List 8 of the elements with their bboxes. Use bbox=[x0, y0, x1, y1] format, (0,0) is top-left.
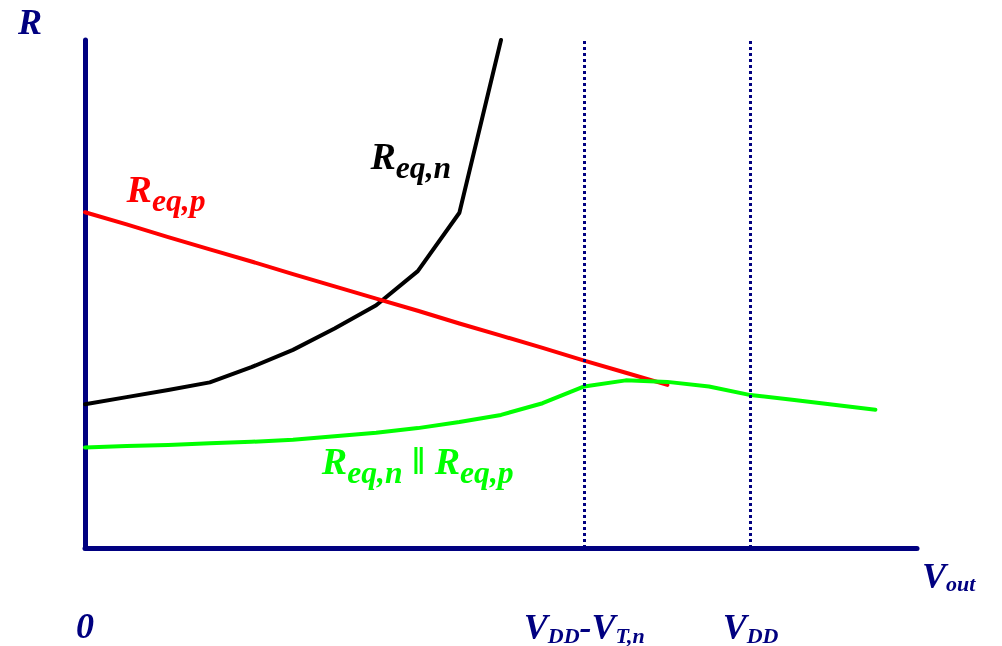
series-label: R$_{eq,n}$ bbox=[370, 134, 452, 185]
x-tick-label: VDD-VT,n bbox=[523, 607, 645, 646]
series-label: R$_{eq,n}$ ‖ R$_{eq,p}$ bbox=[321, 440, 514, 490]
x-axis-title: Vout bbox=[922, 555, 977, 596]
x-tick-label: 0 bbox=[76, 606, 94, 646]
x-tick-label: VDD bbox=[722, 607, 779, 646]
y-axis-title: R bbox=[16, 2, 43, 42]
series-label: R$_{eq,p}$ bbox=[126, 168, 206, 218]
